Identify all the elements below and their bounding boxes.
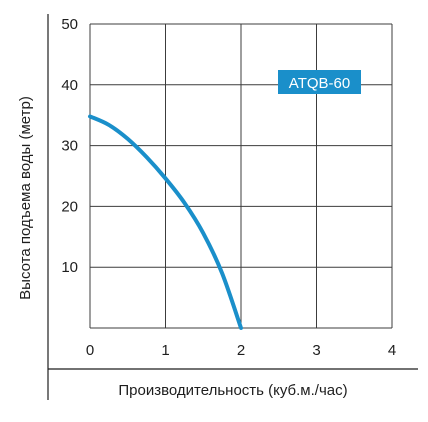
x-axis-label: Производительность (куб.м./час) xyxy=(118,382,347,399)
x-tick-label: 2 xyxy=(237,342,245,359)
series-layer xyxy=(88,114,243,330)
legend-label: ATQB-60 xyxy=(289,75,350,92)
legend-badge xyxy=(278,70,361,94)
y-tick-label: 20 xyxy=(61,198,78,215)
legend: ATQB-60 xyxy=(278,70,361,94)
series-line-atqb-60 xyxy=(88,114,243,330)
tick-labels: 0 1 2 3 4 10 20 30 40 50 xyxy=(61,16,396,359)
x-tick-label: 1 xyxy=(161,342,169,359)
grid xyxy=(89,23,393,329)
y-axis-label: Высота подъема воды (метр) xyxy=(17,96,34,300)
x-tick-label: 0 xyxy=(86,342,94,359)
y-tick-label: 40 xyxy=(61,77,78,94)
axes xyxy=(47,14,418,400)
x-tick-label: 3 xyxy=(312,342,320,359)
x-tick-label: 4 xyxy=(388,342,396,359)
y-tick-label: 10 xyxy=(61,259,78,276)
y-tick-label: 30 xyxy=(61,138,78,155)
y-tick-label: 50 xyxy=(61,16,78,33)
